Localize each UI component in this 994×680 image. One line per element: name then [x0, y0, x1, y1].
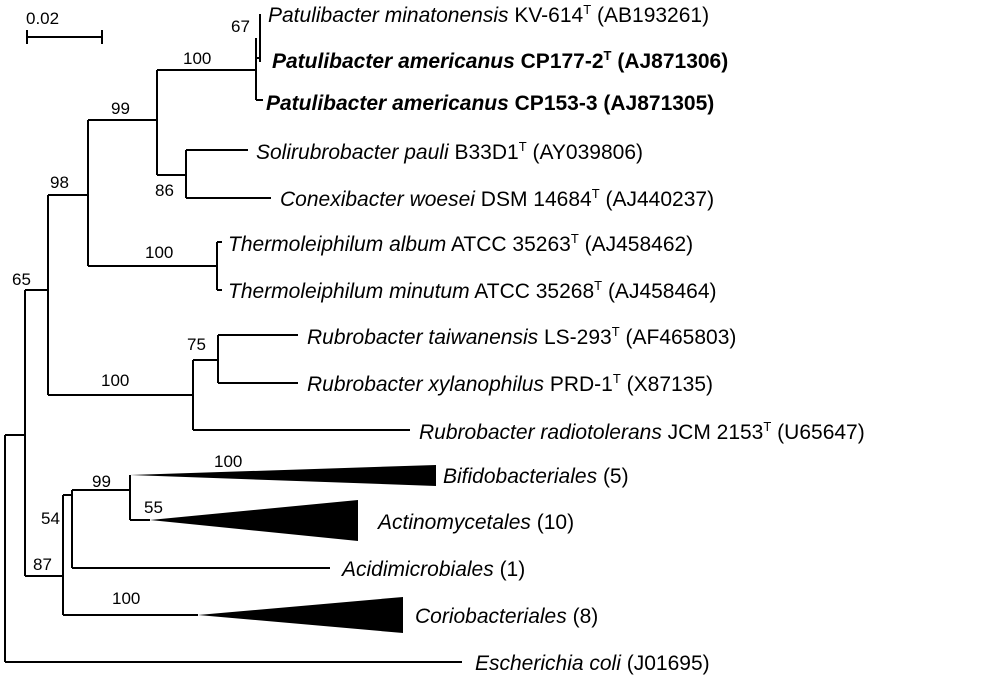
bootstrap-value: 55: [144, 498, 163, 517]
leaf-label: Bifidobacteriales (5): [443, 465, 629, 488]
leaf-label: Patulibacter americanus CP177-2T (AJ8713…: [272, 48, 728, 73]
leaf-label: Coriobacteriales (8): [415, 605, 598, 628]
bootstrap-value: 99: [111, 99, 130, 118]
bootstrap-value: 98: [50, 173, 69, 192]
leaf-label: Thermoleiphilum minutum ATCC 35268T (AJ4…: [228, 278, 717, 303]
bootstrap-value: 54: [41, 509, 60, 528]
bootstrap-value: 100: [101, 371, 129, 390]
bootstrap-values: 67 100 99 86 98 100 65 100 75 99 100 55 …: [12, 17, 250, 608]
clade-triangle-coriobacteriales: [198, 597, 403, 633]
bootstrap-value: 87: [33, 555, 52, 574]
leaf-label: Actinomycetales (10): [376, 511, 574, 534]
leaf-label: Rubrobacter xylanophilus PRD-1T (X87135): [307, 371, 713, 396]
leaf-label: Solirubrobacter pauli B33D1T (AY039806): [256, 139, 643, 164]
leaf-label: Acidimicrobiales (1): [340, 558, 525, 581]
bootstrap-value: 100: [214, 452, 242, 471]
leaf-labels: Patulibacter minatonensis KV-614T (AB193…: [228, 2, 865, 675]
bootstrap-value: 100: [145, 243, 173, 262]
scale-bar: 0.02: [26, 9, 103, 44]
scale-bar-label: 0.02: [26, 9, 59, 28]
clade-triangle-actinomycetales: [150, 500, 358, 541]
bootstrap-value: 100: [112, 589, 140, 608]
leaf-label: Thermoleiphilum album ATCC 35263T (AJ458…: [228, 231, 693, 256]
collapsed-clades: [130, 465, 436, 633]
leaf-label: Escherichia coli (J01695): [475, 652, 710, 675]
leaf-label: Rubrobacter radiotolerans JCM 2153T (U65…: [419, 419, 865, 444]
bootstrap-value: 65: [12, 270, 31, 289]
tree-branches: [4, 14, 462, 663]
bootstrap-value: 67: [231, 17, 250, 36]
leaf-label: Patulibacter americanus CP153-3 (AJ87130…: [266, 92, 714, 115]
bootstrap-value: 75: [187, 335, 206, 354]
bootstrap-value: 100: [183, 49, 211, 68]
bootstrap-value: 99: [92, 472, 111, 491]
clade-triangle-bifidobacteriales: [130, 465, 436, 486]
leaf-label: Conexibacter woesei DSM 14684T (AJ440237…: [280, 186, 714, 211]
bootstrap-value: 86: [155, 181, 174, 200]
leaf-label: Rubrobacter taiwanensis LS-293T (AF46580…: [307, 324, 736, 349]
leaf-label: Patulibacter minatonensis KV-614T (AB193…: [268, 2, 709, 27]
